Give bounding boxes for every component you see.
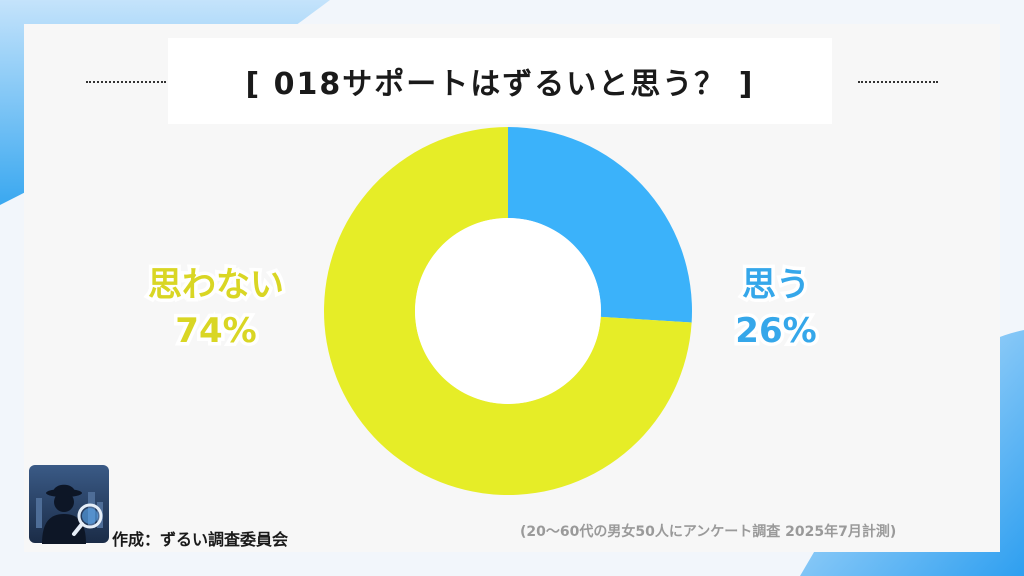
donut-slice-1 <box>324 127 692 495</box>
detective-avatar-icon <box>29 465 109 544</box>
title-divider-left <box>86 81 166 83</box>
donut-slice-0 <box>508 127 692 323</box>
slice-name-no: 思わない <box>145 262 288 309</box>
credit-text: 作成：ずるい調査委員会 <box>112 530 289 549</box>
slice-label-yes: 思う 26% <box>706 262 846 355</box>
donut-chart <box>324 127 692 495</box>
slice-label-no: 思わない 74% <box>126 262 306 355</box>
title-box: [ 018サポートはずるいと思う？ ] <box>168 38 832 124</box>
slice-name-yes: 思う <box>739 262 814 309</box>
title-divider-right <box>858 81 938 83</box>
donut-hole <box>415 218 601 404</box>
chart-title: [ 018サポートはずるいと思う？ ] <box>245 67 755 102</box>
slice-value-no: 74% <box>172 308 260 355</box>
survey-note: (20〜60代の男女50人にアンケート調査 2025年7月計測) <box>520 524 897 540</box>
slice-value-yes: 26% <box>732 308 820 355</box>
